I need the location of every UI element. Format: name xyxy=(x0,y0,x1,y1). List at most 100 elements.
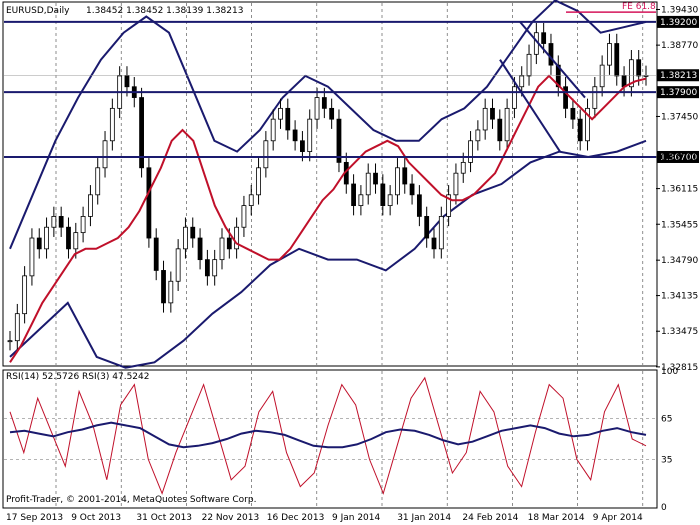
level-tag xyxy=(657,86,699,99)
price-bar-body xyxy=(365,172,371,196)
price-bar-body xyxy=(44,226,49,250)
price-bar-body xyxy=(292,129,298,142)
price-bar-body xyxy=(263,140,269,169)
price-bar-body xyxy=(139,97,144,169)
price-bar-body xyxy=(416,194,422,217)
price-bar-body xyxy=(585,107,590,142)
price-bar-body xyxy=(497,118,503,142)
price-bar-body xyxy=(256,167,261,196)
price-bar-body xyxy=(270,118,276,142)
price-bar-body xyxy=(197,237,203,261)
price-bar-body xyxy=(643,75,649,77)
rsi-tick-label: 0 xyxy=(661,503,667,513)
price-bar-body xyxy=(358,194,364,207)
price-bar-body xyxy=(628,59,634,88)
price-bar-body xyxy=(183,226,188,250)
x-tick-label: 9 Jan 2014 xyxy=(332,513,380,523)
price-bar-body xyxy=(175,248,181,282)
ohlc-readout: 1.38452 1.38452 1.38139 1.38213 xyxy=(86,6,243,16)
rsi-title: RSI(14) 52.5726 RSI(3) 47.5242 xyxy=(6,372,149,382)
price-bar-body xyxy=(7,340,13,343)
chart-title: EURUSD,Daily xyxy=(6,6,70,16)
level-tag xyxy=(657,150,699,163)
price-panel-frame xyxy=(2,1,658,367)
y-tick-label: 1.36700 xyxy=(661,153,698,163)
rsi-tick-label: 65 xyxy=(661,415,672,425)
y-tick-label: 1.38770 xyxy=(661,41,698,51)
x-tick-label: 16 Dec 2013 xyxy=(267,513,325,523)
price-bar-body xyxy=(14,313,20,342)
x-tick-label: 24 Feb 2014 xyxy=(462,513,518,523)
price-bar-body xyxy=(431,237,437,250)
price-bar-body xyxy=(636,59,642,77)
price-bars xyxy=(7,22,649,351)
price-bar-body xyxy=(548,43,554,66)
moving-average xyxy=(9,74,647,363)
price-bar-body xyxy=(219,237,225,261)
price-bar-body xyxy=(563,86,568,109)
price-bar-body xyxy=(387,194,393,207)
y-tick-label: 1.34135 xyxy=(661,292,698,302)
price-bar-body xyxy=(380,183,386,207)
price-bar-body xyxy=(519,75,525,88)
y-tick-label: 1.34790 xyxy=(661,256,698,266)
price-bar-body xyxy=(109,107,115,142)
rsi-indicator: 100 65 35 0 xyxy=(4,367,678,513)
price-bar-body xyxy=(614,43,620,77)
price-bar-body xyxy=(607,43,612,66)
x-tick-label: 9 Oct 2013 xyxy=(71,513,121,523)
rsi14-line xyxy=(9,421,647,449)
x-tick-label: 31 Jan 2014 xyxy=(397,513,451,523)
price-bar-body xyxy=(541,32,547,44)
y-tick-label: 1.37450 xyxy=(661,112,698,122)
price-bar-body xyxy=(512,86,517,109)
price-bar-body xyxy=(329,107,335,120)
price-bar-body xyxy=(475,129,481,142)
level-tag-label: 1.37900 xyxy=(660,88,697,98)
bollinger-bands xyxy=(9,0,647,369)
price-bar-body xyxy=(424,216,430,239)
price-bar-body xyxy=(212,259,218,277)
x-tick-label: 31 Oct 2013 xyxy=(136,513,192,523)
price-bar-body xyxy=(460,161,466,174)
price-bar-body xyxy=(124,75,130,88)
y-tick-label: 1.35455 xyxy=(661,220,698,230)
price-bar-body xyxy=(446,194,452,217)
price-bar-body xyxy=(592,86,598,109)
y-tick-label: 1.39430 xyxy=(661,5,698,15)
price-bar-body xyxy=(300,140,305,152)
price-bar-body xyxy=(278,107,283,120)
upper-band-line xyxy=(9,0,647,250)
price-bar-body xyxy=(321,97,327,109)
price-bar-body xyxy=(314,97,320,120)
current-price-tag xyxy=(657,69,699,82)
fib-label: FE 61.8 xyxy=(622,2,656,12)
price-bar-body xyxy=(22,275,28,315)
y-tick-label: 1.33475 xyxy=(661,327,698,337)
price-bar-body xyxy=(241,205,247,228)
rsi-panel-frame xyxy=(2,369,658,509)
price-bar-body xyxy=(146,167,152,239)
price-axis: 1.39430 1.38770 1.37450 1.36700 1.36115 1.354… xyxy=(656,5,698,373)
price-bar-body xyxy=(599,64,605,88)
price-bar-body xyxy=(402,167,408,185)
price-bar-body xyxy=(307,118,313,152)
price-bar-body xyxy=(373,172,378,185)
level-tag-label: 1.36700 xyxy=(660,153,697,163)
price-bar-body xyxy=(73,232,79,250)
x-tick-label: 9 Apr 2014 xyxy=(593,513,643,523)
price-bar-body xyxy=(577,118,583,142)
price-bar-body xyxy=(168,280,174,304)
price-bar-body xyxy=(80,216,86,234)
price-bar-body xyxy=(36,237,42,250)
price-bar-body xyxy=(161,270,166,304)
price-bar-body xyxy=(490,107,495,120)
lower-band-line xyxy=(9,139,647,369)
price-bar-body xyxy=(88,194,93,217)
price-bar-body xyxy=(504,107,510,142)
price-bar-body xyxy=(409,183,415,196)
price-bar-body xyxy=(234,226,240,250)
x-tick-label: 22 Nov 2013 xyxy=(202,513,260,523)
price-bar-body xyxy=(95,167,101,196)
